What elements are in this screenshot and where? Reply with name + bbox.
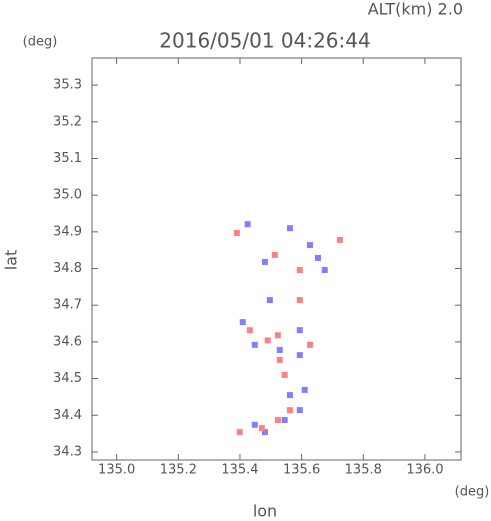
data-point	[296, 267, 303, 274]
y-tick-label: 34.5	[53, 371, 82, 386]
data-point	[261, 258, 268, 265]
chart-title: 2016/05/01 04:26:44	[159, 29, 370, 53]
y-tick-label: 34.4	[53, 408, 82, 423]
data-point	[286, 225, 293, 232]
data-point	[286, 392, 293, 399]
data-point	[281, 417, 288, 424]
x-tick-label: 135.2	[160, 463, 197, 478]
y-tick-label: 34.6	[53, 334, 82, 349]
y-tick-label: 35.0	[53, 188, 82, 203]
data-point	[251, 421, 258, 428]
data-point	[266, 297, 273, 304]
x-unit: (deg)	[455, 485, 490, 500]
data-point	[314, 254, 321, 261]
x-tick-label: 136.0	[406, 463, 443, 478]
data-point	[276, 356, 283, 363]
x-tick-label: 135.8	[345, 463, 382, 478]
data-point	[296, 327, 303, 334]
x-tick-label: 135.0	[98, 463, 135, 478]
data-point	[306, 341, 313, 348]
data-point	[244, 221, 251, 228]
y-tick-label: 35.2	[53, 114, 82, 129]
data-point	[321, 267, 328, 274]
data-point	[261, 429, 268, 436]
y-tick-label: 34.9	[53, 224, 82, 239]
y-tick-label: 34.8	[53, 261, 82, 276]
y-unit: (deg)	[23, 35, 58, 50]
data-point	[296, 352, 303, 359]
x-tick-label: 135.6	[283, 463, 320, 478]
data-point	[236, 429, 243, 436]
y-tick-label: 35.1	[53, 151, 82, 166]
data-point	[239, 319, 246, 326]
data-point	[233, 229, 240, 236]
data-point	[286, 407, 293, 414]
data-point	[246, 327, 253, 334]
x-tick-label: 135.4	[221, 463, 258, 478]
data-point	[251, 341, 258, 348]
data-point	[281, 371, 288, 378]
data-point	[301, 386, 308, 393]
data-point	[271, 251, 278, 258]
subtitle: ALT(km) 2.0	[368, 0, 463, 19]
data-point	[296, 407, 303, 414]
y-tick-label: 34.3	[53, 444, 82, 459]
y-axis-label: lat	[2, 250, 21, 271]
data-point	[336, 236, 343, 243]
data-point	[306, 242, 313, 249]
x-axis-label: lon	[253, 502, 277, 521]
y-tick-label: 35.3	[53, 78, 82, 93]
data-point	[274, 332, 281, 339]
data-point	[274, 417, 281, 424]
y-tick-label: 34.7	[53, 298, 82, 313]
data-point	[276, 346, 283, 353]
data-point	[258, 425, 265, 432]
plot-frame	[91, 57, 462, 461]
data-point	[264, 337, 271, 344]
data-point	[296, 297, 303, 304]
